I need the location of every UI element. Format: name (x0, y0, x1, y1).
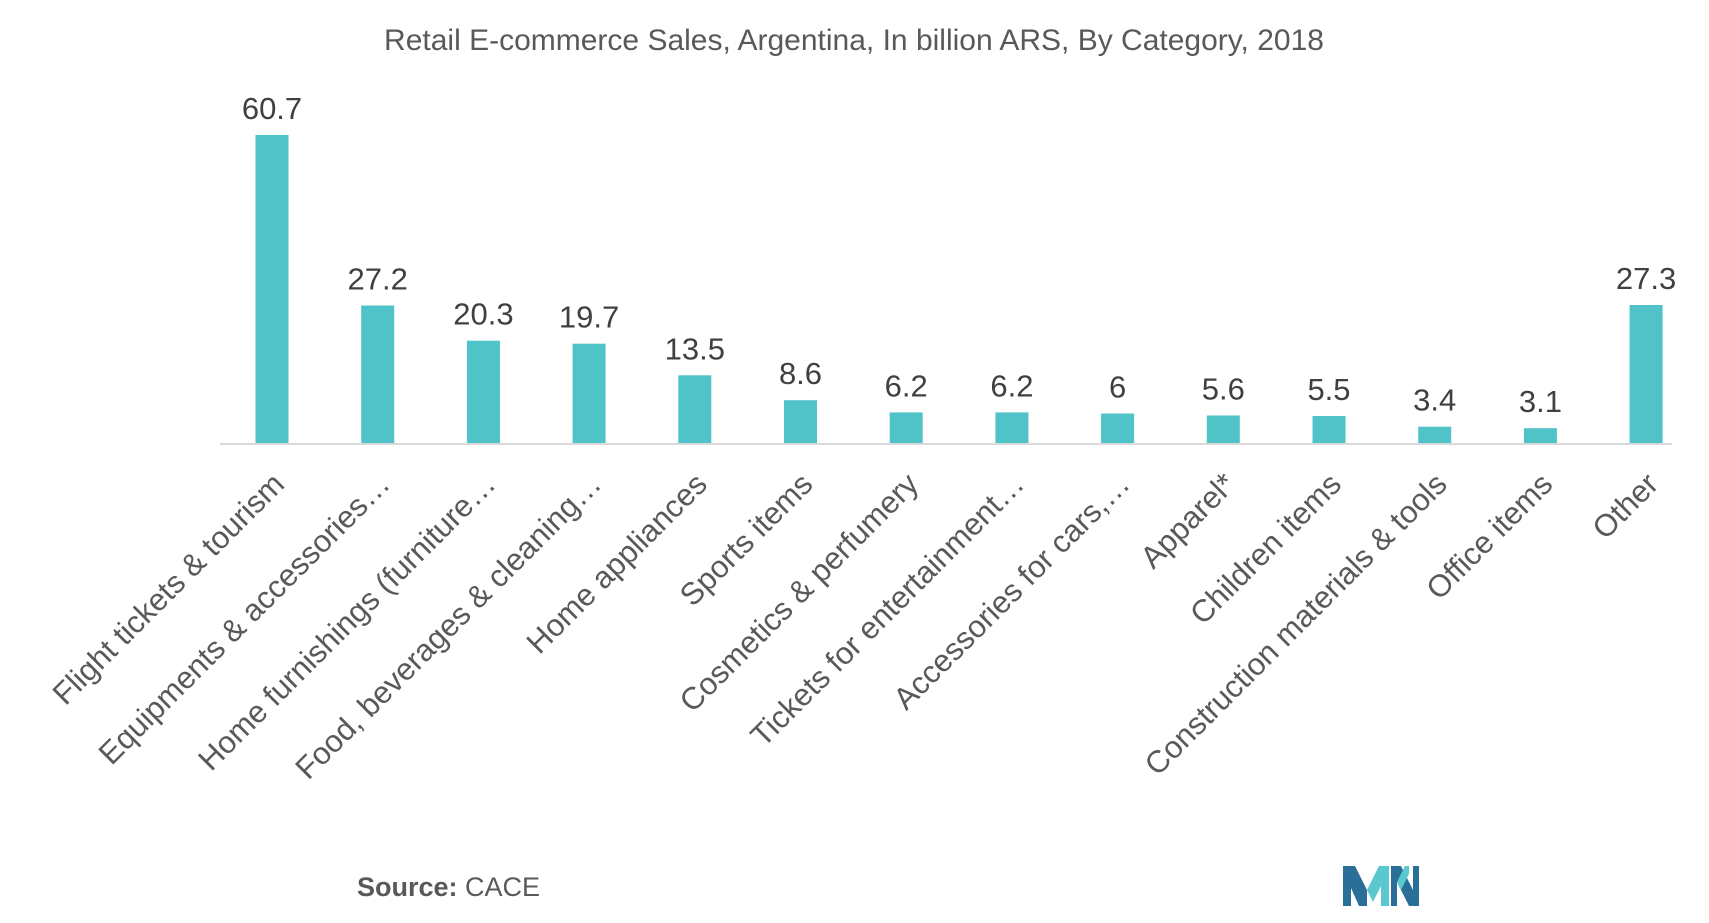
value-label-6: 6.2 (885, 368, 928, 403)
bar-5 (784, 400, 817, 444)
source-line: Source: CACE (357, 872, 540, 903)
tick-label-4: Home appliances (520, 466, 714, 660)
chart-title: Retail E-commerce Sales, Argentina, In b… (384, 24, 1324, 57)
bar-chart: Retail E-commerce Sales, Argentina, In b… (46, 24, 1677, 786)
source-label: Source: (357, 872, 458, 902)
mordor-intelligence-logo-icon (1343, 866, 1419, 906)
bar-4 (678, 375, 712, 444)
bar-11 (1418, 426, 1452, 444)
value-label-0: 60.7 (242, 91, 302, 126)
bar-1 (361, 305, 395, 444)
bar-10 (1312, 416, 1346, 444)
value-labels-group: 60.7 27.2 20.3 19.7 13.5 8.6 6.2 6.2 6 5.6 5.5 3.4 3… (242, 91, 1676, 419)
bar-7 (995, 412, 1029, 444)
bars-group (255, 135, 1663, 444)
value-label-12: 3.1 (1519, 384, 1562, 419)
bar-6 (889, 412, 923, 444)
tick-label-13: Other (1585, 466, 1665, 546)
value-label-5: 8.6 (779, 356, 822, 391)
source-value: CACE (465, 872, 541, 902)
value-label-3: 19.7 (559, 300, 619, 335)
value-label-9: 5.6 (1202, 372, 1245, 407)
bar-0 (255, 135, 289, 444)
value-label-11: 3.4 (1413, 383, 1456, 418)
bar-8 (1101, 413, 1135, 444)
value-label-8: 6 (1109, 370, 1126, 405)
value-label-7: 6.2 (990, 368, 1033, 403)
bar-12 (1523, 428, 1557, 444)
bar-9 (1206, 415, 1240, 444)
value-label-2: 20.3 (453, 297, 513, 332)
value-label-1: 27.2 (348, 262, 408, 297)
bar-13 (1629, 305, 1663, 444)
tick-label-9: Apparel* (1133, 466, 1242, 575)
value-label-4: 13.5 (665, 331, 725, 366)
bar-3 (572, 343, 606, 444)
value-label-13: 27.3 (1616, 261, 1676, 296)
value-label-10: 5.5 (1307, 372, 1350, 407)
bar-2 (466, 340, 500, 444)
